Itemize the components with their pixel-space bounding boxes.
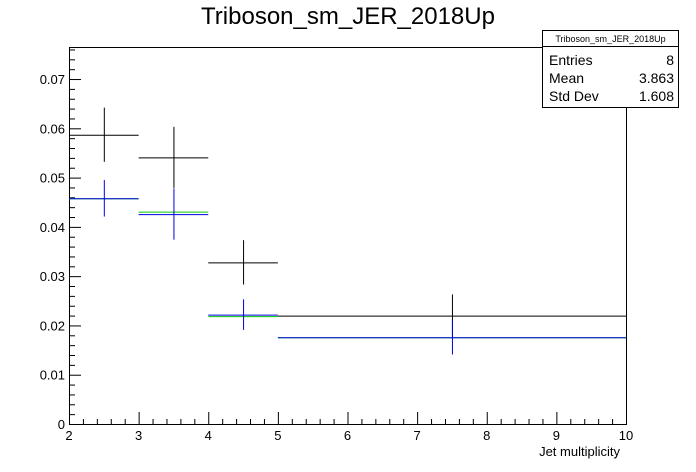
x-tick-label: 7 — [414, 428, 421, 443]
stats-mean-label: Mean — [549, 70, 584, 86]
x-tick-label: 5 — [274, 428, 281, 443]
y-tick-label: 0.03 — [40, 269, 65, 284]
series-1 — [69, 198, 626, 339]
y-tick-label: 0.01 — [40, 368, 65, 383]
series-2 — [69, 180, 626, 355]
x-axis: 2 3 4 5 6 7 8 9 10 — [65, 412, 633, 443]
x-tick-label: 3 — [135, 428, 142, 443]
stats-stddev-label: Std Dev — [549, 88, 599, 104]
y-tick-label: 0.05 — [40, 171, 65, 186]
stats-stddev-value: 1.608 — [639, 88, 674, 104]
y-tick-label: 0.04 — [40, 220, 65, 235]
x-tick-label: 10 — [619, 428, 633, 443]
y-tick-label: 0.06 — [40, 121, 65, 136]
y-axis: 0 0.01 0.02 0.03 0.04 0.05 0.06 0.07 — [40, 49, 81, 432]
y-tick-label: 0.07 — [40, 72, 65, 87]
x-tick-label: 8 — [483, 428, 490, 443]
plot-frame — [69, 47, 627, 425]
series-layer — [69, 107, 626, 355]
stats-box-title: Triboson_sm_JER_2018Up — [555, 34, 665, 44]
x-axis-label: Jet multiplicity — [539, 444, 620, 459]
series-0 — [69, 107, 626, 337]
stats-box-frame — [542, 30, 679, 108]
x-tick-label: 4 — [205, 428, 212, 443]
y-tick-label: 0.02 — [40, 318, 65, 333]
x-tick-label: 2 — [65, 428, 72, 443]
stats-box: Triboson_sm_JER_2018Up Entries 8 Mean 3.… — [542, 30, 679, 108]
stats-mean-value: 3.863 — [639, 70, 674, 86]
stats-entries-label: Entries — [549, 52, 593, 68]
y-tick-label: 0 — [58, 417, 65, 432]
stats-entries-value: 8 — [666, 52, 674, 68]
x-tick-label: 9 — [553, 428, 560, 443]
x-tick-label: 6 — [344, 428, 351, 443]
chart-title: Triboson_sm_JER_2018Up — [201, 3, 495, 30]
